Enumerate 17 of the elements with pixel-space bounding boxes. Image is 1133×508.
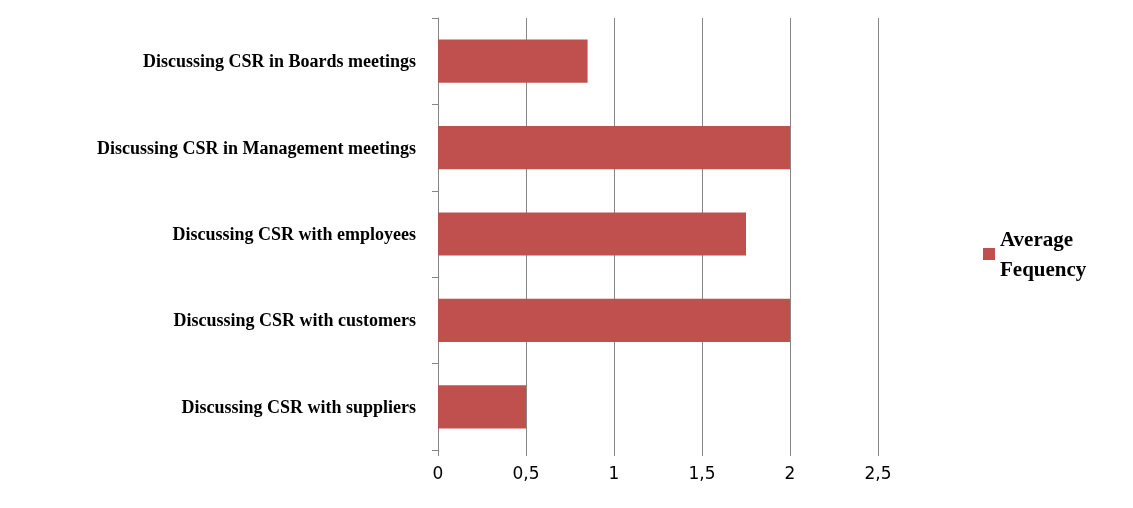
x-tick-label: 0 bbox=[432, 462, 444, 483]
bar bbox=[438, 126, 790, 170]
y-tick-label: Discussing CSR in Management meetings bbox=[96, 137, 416, 158]
y-tick-label: Discussing CSR with customers bbox=[173, 310, 416, 331]
x-tick-label: 2,5 bbox=[864, 462, 892, 483]
x-tick-label: 1,5 bbox=[688, 462, 716, 483]
y-tick-label: Discussing CSR with suppliers bbox=[181, 396, 416, 417]
legend-label: Average Fequency bbox=[1000, 227, 1087, 281]
bar bbox=[438, 385, 526, 429]
bar bbox=[438, 298, 790, 342]
y-tick-label: Discussing CSR in Boards meetings bbox=[142, 51, 416, 72]
y-tick-label: Discussing CSR with employees bbox=[172, 224, 416, 244]
x-tick-label: 2 bbox=[784, 462, 796, 483]
x-tick-label: 0,5 bbox=[512, 462, 540, 483]
x-tick-label: 1 bbox=[608, 462, 620, 483]
bar bbox=[438, 39, 588, 83]
bar bbox=[438, 212, 746, 256]
